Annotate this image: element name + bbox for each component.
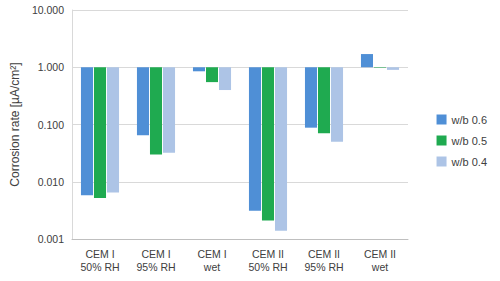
svg-text:CEM II: CEM II xyxy=(308,248,340,260)
svg-text:1.000: 1.000 xyxy=(38,61,64,73)
svg-text:CEM I: CEM I xyxy=(85,248,114,260)
svg-text:50% RH: 50% RH xyxy=(248,261,287,273)
svg-text:CEM II: CEM II xyxy=(252,248,284,260)
svg-text:Corrosion rate [µA/cm²]: Corrosion rate [µA/cm²] xyxy=(8,62,22,186)
svg-text:0.010: 0.010 xyxy=(38,176,64,188)
svg-text:w/b 0.6: w/b 0.6 xyxy=(451,114,487,126)
svg-text:wet: wet xyxy=(371,261,388,273)
svg-text:w/b 0.5: w/b 0.5 xyxy=(451,135,487,147)
svg-text:w/b 0.4: w/b 0.4 xyxy=(451,156,487,168)
svg-text:CEM I: CEM I xyxy=(141,248,170,260)
svg-text:95% RH: 95% RH xyxy=(136,261,175,273)
svg-text:CEM I: CEM I xyxy=(197,248,226,260)
svg-text:0.100: 0.100 xyxy=(38,119,64,131)
svg-text:10.000: 10.000 xyxy=(32,4,64,16)
svg-text:CEM II: CEM II xyxy=(364,248,396,260)
svg-text:0.001: 0.001 xyxy=(38,233,64,245)
svg-text:50% RH: 50% RH xyxy=(80,261,119,273)
svg-text:wet: wet xyxy=(203,261,220,273)
svg-text:95% RH: 95% RH xyxy=(304,261,343,273)
